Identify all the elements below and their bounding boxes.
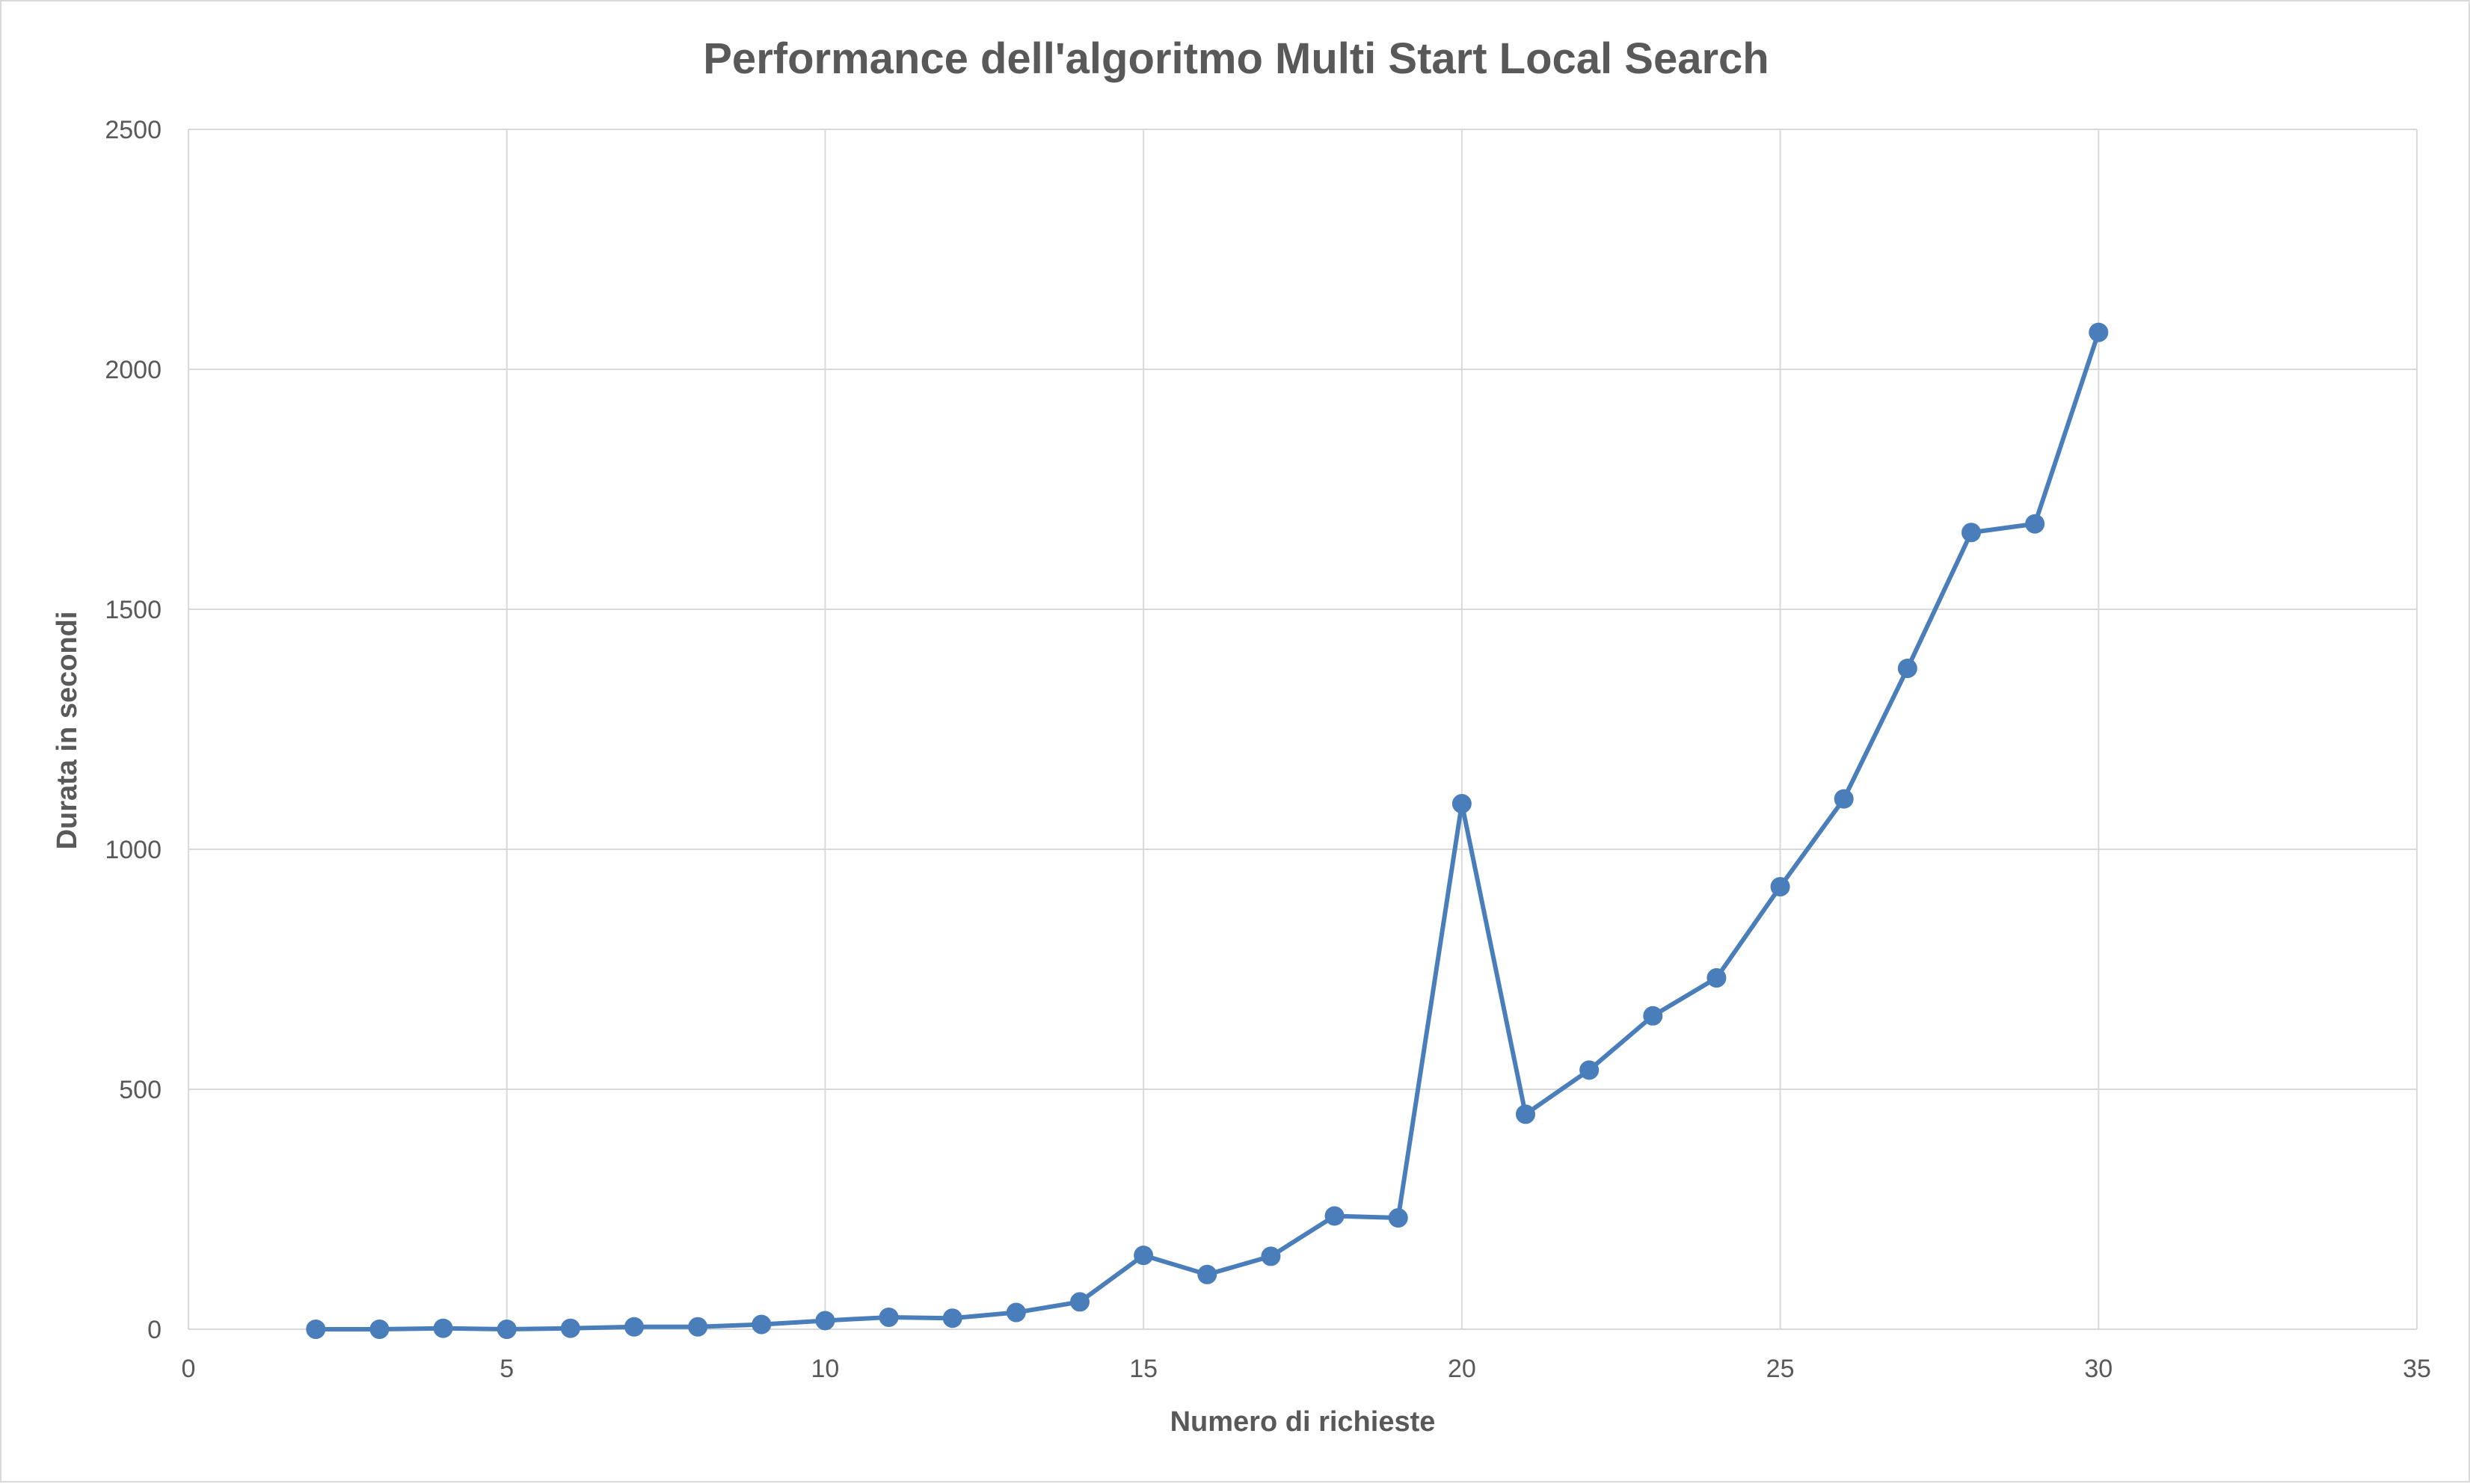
data-point <box>752 1314 772 1334</box>
data-point <box>2089 322 2109 342</box>
series-group <box>306 322 2109 1339</box>
data-point <box>1706 968 1727 988</box>
data-point <box>688 1317 708 1337</box>
x-tick-label: 5 <box>500 1355 514 1383</box>
data-point <box>1324 1206 1345 1226</box>
data-point <box>624 1317 644 1337</box>
data-point <box>1134 1246 1154 1266</box>
data-point <box>1516 1104 1535 1124</box>
data-point <box>560 1318 580 1338</box>
x-tick-label: 10 <box>811 1355 840 1383</box>
data-point <box>1451 794 1472 814</box>
data-point <box>1197 1264 1217 1284</box>
data-point <box>497 1320 517 1339</box>
gridlines <box>188 129 2418 1330</box>
x-tick-label: 15 <box>1129 1355 1158 1383</box>
x-axis-ticks: 0 5 10 15 20 25 30 35 <box>182 1355 2431 1383</box>
x-tick-label: 25 <box>1766 1355 1795 1383</box>
data-point <box>879 1307 899 1327</box>
data-point <box>1770 877 1790 897</box>
y-tick-label: 500 <box>119 1076 162 1104</box>
data-point <box>942 1308 962 1328</box>
y-tick-label: 2000 <box>105 356 162 384</box>
x-tick-label: 30 <box>2084 1355 2113 1383</box>
x-tick-label: 20 <box>1448 1355 1476 1383</box>
data-point <box>433 1318 453 1338</box>
data-point <box>1897 658 1917 678</box>
chart-title: Performance dell'algoritmo Multi Start L… <box>703 34 1769 83</box>
x-axis-title: Numero di richieste <box>1170 1406 1436 1438</box>
data-point <box>369 1320 390 1339</box>
data-point <box>1261 1246 1281 1266</box>
y-axis-ticks: 0 500 1000 1500 2000 2500 <box>105 116 162 1344</box>
data-point <box>1070 1292 1090 1312</box>
y-tick-label: 2500 <box>105 116 162 144</box>
data-point <box>1643 1006 1663 1026</box>
x-tick-label: 0 <box>182 1355 196 1383</box>
data-point <box>2025 514 2045 534</box>
y-axis-title: Durata in secondi <box>52 612 83 850</box>
x-tick-label: 35 <box>2403 1355 2431 1383</box>
data-point <box>306 1320 326 1339</box>
data-point <box>1961 523 1981 543</box>
data-point <box>1388 1208 1408 1228</box>
y-tick-label: 1000 <box>105 836 162 864</box>
series-line <box>316 331 2101 1331</box>
data-point <box>1006 1302 1026 1323</box>
data-point <box>1579 1060 1600 1080</box>
y-tick-label: 0 <box>147 1316 162 1344</box>
y-tick-label: 1500 <box>105 596 162 624</box>
data-point <box>815 1311 835 1331</box>
data-point <box>1834 789 1854 809</box>
